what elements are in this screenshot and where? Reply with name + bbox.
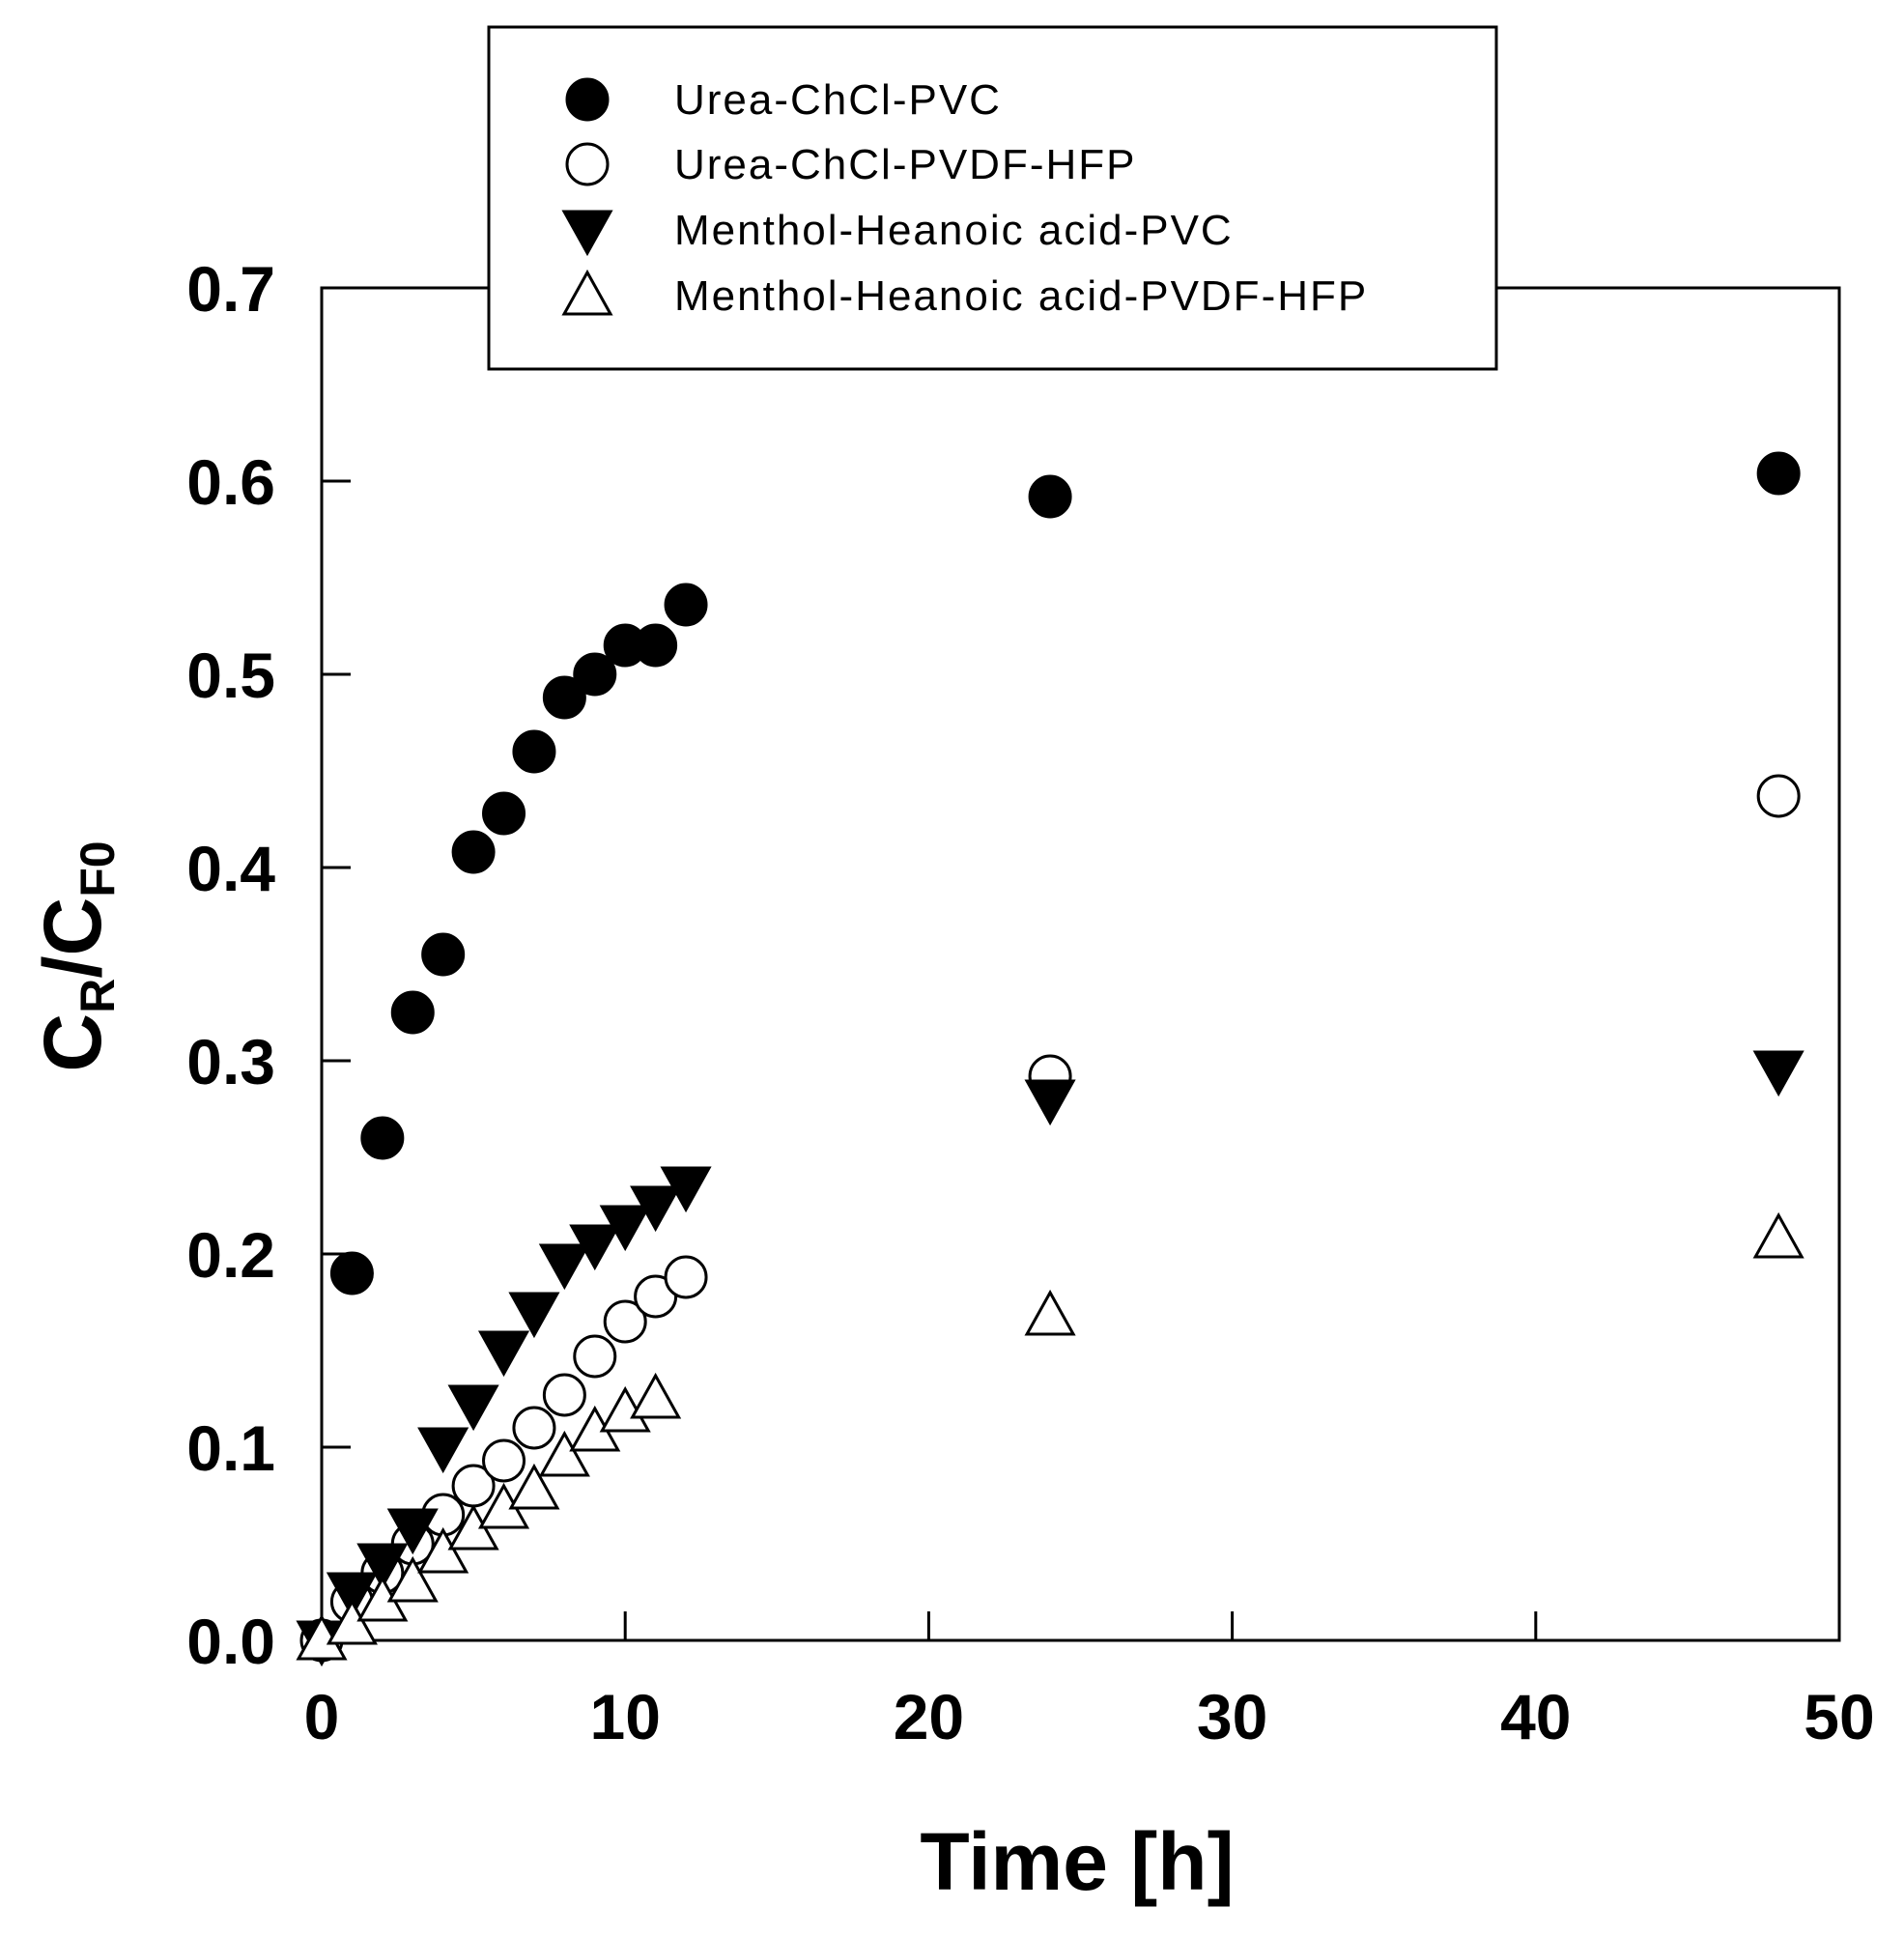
legend-label: Urea-ChCl-PVDF-HFP bbox=[674, 141, 1136, 188]
y-tick-label: 0.7 bbox=[186, 253, 275, 325]
legend-item-urea-chcl-pvc: Urea-ChCl-PVC bbox=[565, 76, 1002, 124]
data-point bbox=[1024, 1079, 1076, 1126]
legend-label: Urea-ChCl-PVC bbox=[674, 76, 1002, 124]
legend-marker bbox=[565, 77, 610, 122]
data-point bbox=[1752, 1211, 1805, 1259]
data-point bbox=[1024, 1289, 1076, 1336]
x-axis-title: Time [h] bbox=[920, 1816, 1234, 1907]
legend-marker bbox=[561, 210, 613, 257]
y-axis-title-sep: /C bbox=[27, 897, 118, 979]
x-tick-label: 20 bbox=[894, 1681, 964, 1752]
y-tick-label: 0.1 bbox=[186, 1412, 275, 1484]
y-tick-label: 0.6 bbox=[186, 446, 275, 518]
data-point bbox=[630, 1372, 682, 1419]
data-point bbox=[329, 1251, 374, 1295]
data-point bbox=[477, 1330, 530, 1378]
legend-label: Menthol-Heanoic acid-PVDF-HFP bbox=[674, 272, 1368, 320]
data-point bbox=[356, 1543, 409, 1590]
data-point bbox=[1756, 774, 1801, 818]
data-point bbox=[326, 1598, 378, 1645]
data-point bbox=[508, 1292, 560, 1339]
data-point bbox=[421, 932, 466, 977]
y-tick-label: 0.4 bbox=[186, 833, 275, 904]
data-point bbox=[482, 1438, 526, 1483]
data-point bbox=[512, 729, 556, 774]
data-point bbox=[542, 1373, 586, 1417]
data-point bbox=[417, 1526, 469, 1574]
legend: Urea-ChCl-PVC Urea-ChCl-PVDF-HFP Menthol-H… bbox=[487, 25, 1498, 371]
data-point bbox=[569, 1224, 621, 1271]
legend-marker bbox=[561, 269, 613, 316]
data-point bbox=[451, 830, 496, 874]
data-point bbox=[508, 1463, 560, 1510]
data-point bbox=[1028, 474, 1072, 519]
x-tick-label: 30 bbox=[1197, 1681, 1267, 1752]
data-point bbox=[1756, 451, 1801, 496]
data-point bbox=[482, 791, 526, 836]
legend-marker bbox=[565, 142, 610, 186]
series-urea-chcl-pvc bbox=[329, 451, 1801, 1295]
y-tick-label: 0.5 bbox=[186, 640, 275, 711]
legend-label: Menthol-Heanoic acid-PVC bbox=[674, 207, 1234, 254]
data-point bbox=[538, 1430, 590, 1477]
series-menthol-heanoic-acid-pvdf-hfp bbox=[296, 1211, 1805, 1661]
y-tick-label: 0.0 bbox=[186, 1606, 275, 1677]
data-point bbox=[542, 675, 586, 720]
y-axis-title-sub2: F0 bbox=[71, 840, 125, 897]
data-point bbox=[386, 1508, 439, 1555]
data-point bbox=[634, 1274, 678, 1319]
data-point bbox=[390, 990, 435, 1035]
x-tick-labels: 0 10 20 30 40 50 bbox=[304, 1681, 1875, 1752]
y-tick-label: 0.2 bbox=[186, 1219, 275, 1291]
data-point bbox=[664, 1255, 708, 1299]
data-point bbox=[360, 1116, 405, 1160]
data-point bbox=[512, 1406, 556, 1450]
data-point bbox=[660, 1166, 712, 1213]
data-point bbox=[417, 1427, 469, 1474]
data-point bbox=[630, 1185, 682, 1233]
legend-item-menthol-heanoic-acid-pvc: Menthol-Heanoic acid-PVC bbox=[561, 207, 1234, 257]
y-axis-title: CR/CF0 bbox=[27, 840, 125, 1071]
legend-item-menthol-heanoic-acid-pvdf-hfp: Menthol-Heanoic acid-PVDF-HFP bbox=[561, 269, 1368, 320]
x-tick-label: 10 bbox=[589, 1681, 660, 1752]
data-point bbox=[573, 1334, 617, 1379]
x-tick-label: 0 bbox=[304, 1681, 340, 1752]
data-point bbox=[386, 1555, 439, 1603]
x-tick-label: 40 bbox=[1500, 1681, 1571, 1752]
data-point bbox=[538, 1243, 590, 1291]
legend-item-urea-chcl-pvdf-hfp: Urea-ChCl-PVDF-HFP bbox=[565, 141, 1136, 188]
data-point bbox=[1752, 1050, 1805, 1097]
data-point bbox=[603, 1299, 647, 1344]
data-point bbox=[326, 1572, 378, 1619]
y-axis-title-sub1: R bbox=[71, 979, 125, 1013]
data-point bbox=[634, 623, 678, 668]
data-point bbox=[664, 583, 708, 627]
x-tick-label: 50 bbox=[1804, 1681, 1874, 1752]
data-point bbox=[447, 1384, 499, 1432]
data-point bbox=[573, 652, 617, 697]
y-axis-title-main: C bbox=[27, 1013, 118, 1072]
legend-box bbox=[487, 25, 1498, 371]
y-tick-labels: 0.0 0.1 0.2 0.3 0.4 0.5 0.6 0.7 bbox=[186, 253, 275, 1677]
data-point bbox=[599, 1205, 651, 1252]
data-points bbox=[296, 451, 1805, 1667]
y-tick-label: 0.3 bbox=[186, 1026, 275, 1097]
